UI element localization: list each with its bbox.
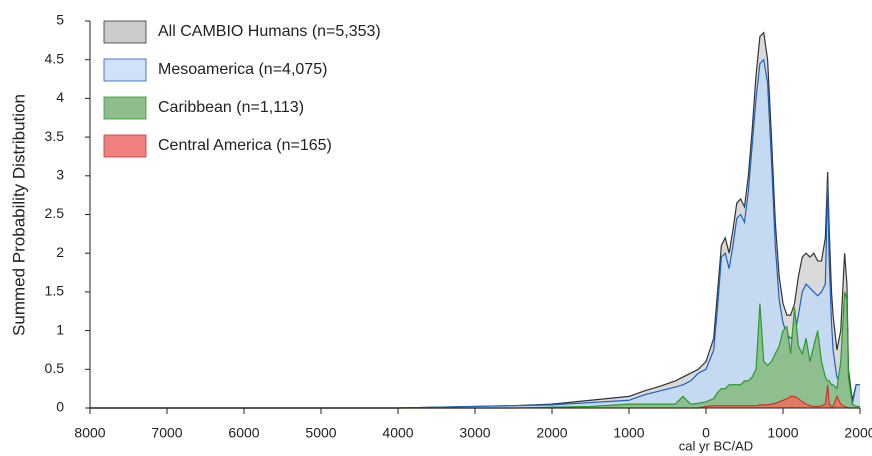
area-line [90, 31, 860, 409]
x-tick-label: 8000 [74, 425, 105, 441]
y-tick-label: 4 [56, 89, 64, 105]
legend-swatch [103, 20, 147, 44]
y-tick-label: 2 [56, 244, 64, 260]
x-tick-label: 1000 [767, 425, 798, 441]
x-tick-label: 4000 [382, 425, 413, 441]
legend-swatch [103, 134, 147, 158]
area-line [90, 291, 860, 409]
x-tick-label: 5000 [305, 425, 336, 441]
y-axis-label: Summed Probability Distribution [9, 94, 28, 336]
legend-swatch [103, 96, 147, 120]
y-tick-label: 4.5 [45, 50, 65, 66]
x-tick-label: 7000 [151, 425, 182, 441]
x-axis-label: cal yr BC/AD [679, 438, 753, 453]
legend-swatch [103, 58, 147, 82]
area [90, 384, 860, 408]
y-tick-label: 2.5 [45, 205, 65, 221]
y-tick-label: 1.5 [45, 283, 65, 299]
y-tick-label: 3.5 [45, 128, 65, 144]
legend-label: Mesoamerica (n=4,075) [158, 61, 327, 78]
legend-label: Central America (n=165) [158, 137, 332, 154]
area-line [90, 58, 860, 409]
x-tick-label: 2000 [844, 425, 872, 441]
legend-label: All CAMBIO Humans (n=5,353) [158, 23, 381, 40]
y-tick-label: 3 [56, 167, 64, 183]
x-tick-label: 2000 [536, 425, 567, 441]
y-tick-label: 0.5 [45, 360, 65, 376]
x-tick-label: 1000 [613, 425, 644, 441]
area [90, 291, 860, 408]
x-tick-label: 6000 [228, 425, 259, 441]
y-tick-label: 1 [56, 321, 64, 337]
x-tick-label: 3000 [459, 425, 490, 441]
x-tick-label: 0 [702, 425, 710, 441]
legend-label: Caribbean (n=1,113) [158, 99, 304, 116]
y-tick-label: 5 [56, 12, 64, 28]
y-tick-label: 0 [56, 399, 64, 415]
